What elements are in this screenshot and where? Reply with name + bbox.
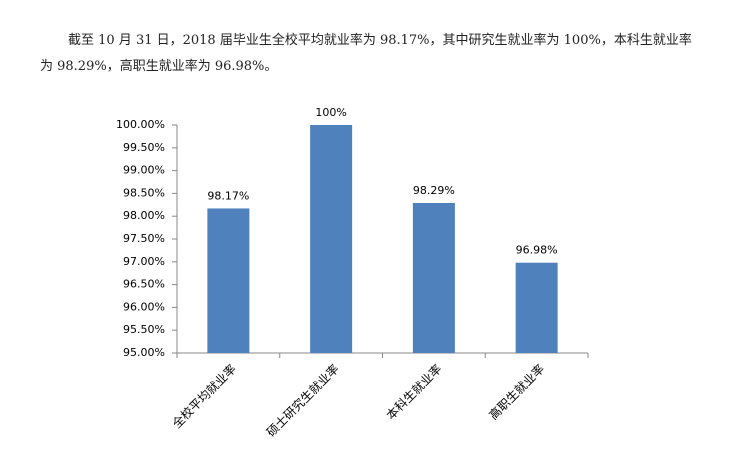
y-tick-label: 98.00% [123,209,165,222]
x-tick-label: 全校平均就业率 [169,361,239,431]
bar [207,208,250,353]
value-label: 96.98% [516,244,558,257]
y-tick-label: 97.50% [123,232,165,245]
value-label: 98.17% [207,189,249,202]
y-tick-label: 100.00% [116,118,165,131]
x-tick-label: 本科生就业率 [383,361,445,423]
bar [310,125,353,353]
y-tick-label: 99.50% [123,141,165,154]
bar [412,202,455,353]
value-label: 98.29% [413,184,455,197]
y-tick-label: 96.00% [123,300,165,313]
value-label: 100% [315,106,346,119]
y-tick-label: 99.00% [123,164,165,177]
paragraph: 截至 10 月 31 日，2018 届毕业生全校平均就业率为 98.17%，其中… [40,33,692,74]
bar [515,262,558,353]
y-tick-label: 96.50% [123,278,165,291]
y-tick-label: 98.50% [123,186,165,199]
x-tick-label: 硕士研究生就业率 [263,361,341,439]
y-tick-label: 97.00% [123,255,165,268]
x-tick-label: 高职生就业率 [486,361,548,423]
y-tick-label: 95.50% [123,323,165,336]
y-tick-label: 95.00% [123,346,165,359]
